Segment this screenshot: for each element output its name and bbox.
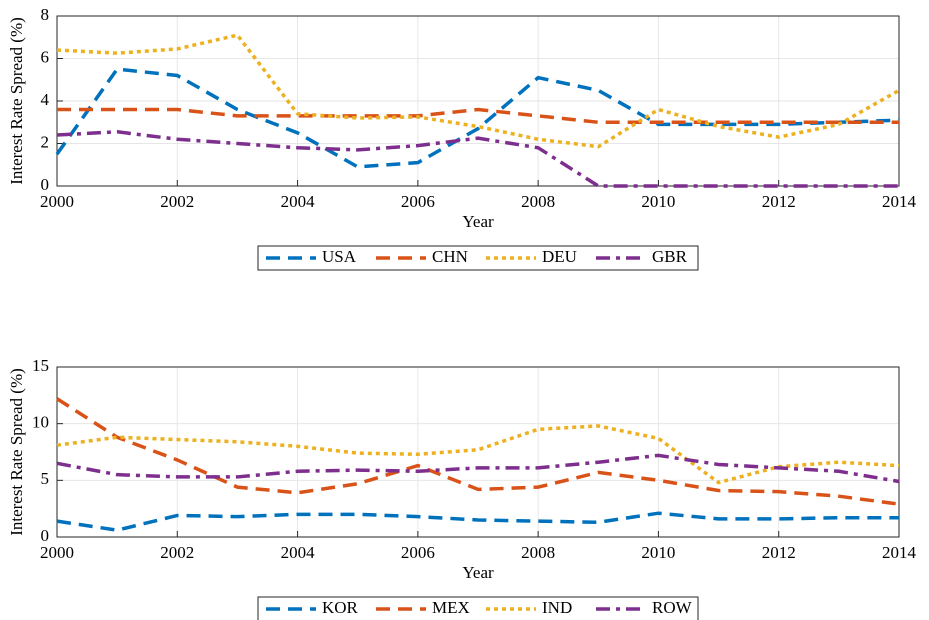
legend-label: GBR — [652, 247, 688, 266]
legend-label: USA — [322, 247, 357, 266]
axes-box — [56, 366, 900, 538]
x-tick-label: 2000 — [40, 543, 74, 562]
x-tick-label: 2004 — [281, 192, 316, 211]
legend-label: IND — [542, 598, 572, 617]
legend-label: KOR — [322, 598, 359, 617]
x-tick-label: 2010 — [641, 192, 675, 211]
x-tick-label: 2012 — [762, 192, 796, 211]
series-line — [56, 130, 899, 188]
series-line — [56, 511, 899, 532]
legend-label: DEU — [542, 247, 577, 266]
x-tick-label: 2006 — [401, 192, 435, 211]
legend-label: ROW — [652, 598, 693, 617]
legend-label: MEX — [432, 598, 470, 617]
y-tick-label: 5 — [41, 469, 50, 488]
axes-box — [56, 15, 900, 187]
x-axis-label: Year — [462, 563, 494, 582]
x-tick-label: 2000 — [40, 192, 74, 211]
y-tick-label: 2 — [41, 132, 50, 151]
x-tick-label: 2002 — [160, 192, 194, 211]
y-tick-label: 0 — [41, 526, 50, 545]
y-axis-label: Interest Rate Spread (%) — [7, 17, 26, 185]
series-line — [56, 397, 900, 506]
x-tick-label: 2014 — [882, 192, 917, 211]
x-tick-label: 2008 — [521, 543, 555, 562]
x-tick-label: 2002 — [160, 543, 194, 562]
series-line — [56, 424, 900, 485]
x-axis-label: Year — [462, 212, 494, 231]
legend-label: CHN — [432, 247, 468, 266]
x-tick-label: 2014 — [882, 543, 917, 562]
series-line — [55, 67, 900, 169]
y-tick-label: 8 — [41, 5, 50, 24]
series-line — [57, 107, 899, 124]
y-tick-label: 4 — [41, 90, 50, 109]
x-tick-label: 2010 — [641, 543, 675, 562]
legend-box — [257, 245, 699, 271]
y-tick-label: 15 — [32, 356, 49, 375]
legend-box — [257, 596, 699, 620]
y-tick-label: 6 — [41, 47, 50, 66]
y-tick-label: 0 — [41, 175, 50, 194]
x-tick-label: 2004 — [281, 543, 316, 562]
y-tick-label: 10 — [32, 413, 49, 432]
series-line — [56, 453, 900, 484]
x-tick-label: 2006 — [401, 543, 435, 562]
x-tick-label: 2012 — [762, 543, 796, 562]
y-axis-label: Interest Rate Spread (%) — [7, 368, 26, 536]
x-tick-label: 2008 — [521, 192, 555, 211]
